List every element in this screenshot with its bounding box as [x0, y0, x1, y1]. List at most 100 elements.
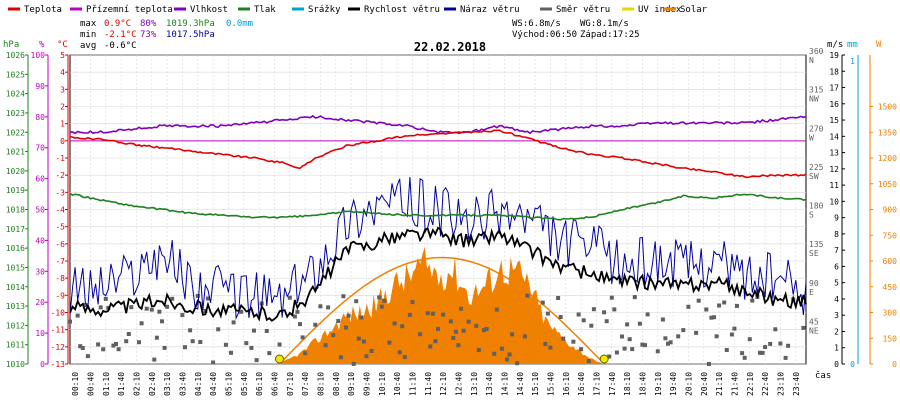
- x-tick-label: 06:40: [270, 372, 279, 396]
- humidity-axis-tick-label: 50: [35, 206, 45, 215]
- temp-axis-tick-label: 0: [60, 137, 65, 146]
- wind-direction-point: [129, 305, 134, 310]
- wind-direction-point: [410, 300, 415, 305]
- pressure-axis-tick-label: 1017: [6, 225, 25, 234]
- x-tick-label: 14:10: [500, 372, 509, 396]
- humidity-axis-tick-label: 20: [35, 298, 45, 307]
- x-tick-label: 13:40: [485, 372, 494, 396]
- stats-max-rain: 0.0mm: [226, 19, 253, 29]
- wind-direction-point: [101, 347, 106, 352]
- wind-direction-point: [323, 343, 328, 348]
- x-tick-label: 13:10: [470, 372, 479, 396]
- wind-direction-point: [103, 296, 108, 301]
- wind-dir-compass-label: NE: [809, 326, 819, 335]
- humidity-line: [69, 114, 807, 135]
- wind-direction-point: [298, 322, 302, 327]
- axes: hPa % °C m/s mm W čas 102610251024102310…: [3, 40, 897, 396]
- temp-axis-tick-label: -9: [55, 291, 65, 300]
- wind-direction-point: [507, 352, 512, 357]
- wind-dir-compass-label: S: [809, 211, 814, 220]
- x-tick-label: 01:40: [117, 372, 126, 396]
- plot-area: [68, 114, 807, 366]
- wind-direction-point: [482, 328, 486, 333]
- wind-direction-point: [211, 360, 216, 365]
- wind-direction-point: [206, 296, 210, 301]
- wind-direction-point: [85, 354, 90, 359]
- wind-direction-point: [579, 347, 584, 352]
- wind-speed-tick-label: 16: [829, 100, 839, 109]
- sunset-marker: [599, 354, 609, 364]
- wind-direction-point: [344, 325, 348, 330]
- wind-speed-tick-label: 3: [834, 311, 839, 320]
- stats-sunrise: Východ:06:50: [512, 30, 577, 40]
- x-tick-label: 15:40: [546, 372, 555, 396]
- wind-direction-point: [326, 305, 331, 310]
- wind-direction-point: [773, 327, 778, 332]
- wind-direction-point: [116, 347, 121, 352]
- wind-speed-tick-label: 5: [834, 279, 839, 288]
- solar-tick-label: 450: [883, 283, 898, 292]
- stats-max-temp: 0.9°C: [104, 19, 131, 29]
- wind-speed-tick-label: 7: [834, 246, 839, 255]
- wind-direction-point: [68, 319, 72, 324]
- wind-direction-point: [229, 350, 233, 355]
- temp-axis-tick-label: -8: [55, 274, 65, 283]
- temp-axis-tick-label: -11: [51, 326, 66, 335]
- legend-label: UV index: [638, 5, 682, 15]
- solar-tick-label: 900: [883, 206, 898, 215]
- x-tick-label: 22:40: [761, 372, 770, 396]
- pressure-axis-tick-label: 1018: [6, 206, 25, 215]
- humidity-axis-tick-label: 80: [35, 113, 45, 122]
- wind-direction-point: [604, 319, 609, 324]
- stats-min-temp: -2.1°C: [104, 30, 137, 40]
- wind-direction-point: [364, 354, 369, 359]
- wind-direction-point: [139, 321, 144, 326]
- legend-label: Tlak: [254, 5, 276, 15]
- wind-direction-point: [152, 357, 157, 362]
- pressure-axis-tick-label: 1022: [6, 128, 25, 137]
- x-tick-label: 04:40: [209, 372, 218, 396]
- wind-direction-point: [430, 311, 435, 316]
- wind-direction-point: [351, 361, 356, 366]
- wind-direction-point: [589, 323, 594, 328]
- wind-direction-point: [576, 312, 581, 317]
- wind-speed-tick-label: 17: [829, 84, 839, 93]
- wind-dir-compass-label: W: [809, 133, 814, 142]
- x-tick-label: 16:10: [562, 372, 571, 396]
- wind-direction-point: [655, 349, 660, 354]
- wind-speed-tick-label: 14: [829, 132, 839, 141]
- x-tick-label: 09:10: [347, 372, 356, 396]
- wind-direction-point: [492, 351, 497, 356]
- stats-sunset: Západ:17:25: [580, 30, 640, 40]
- wind-direction-point: [801, 325, 806, 330]
- wind-direction-point: [558, 315, 563, 319]
- legend: Teplota Přízemní teplota Vlhkost Tlak Srážky…: [8, 5, 708, 15]
- stats-wg: WG:8.1m/s: [580, 19, 629, 29]
- wind-direction-point: [170, 296, 175, 301]
- wind-direction-point: [783, 355, 788, 360]
- wind-direction-point: [459, 306, 463, 311]
- solar-theoretical-line: [278, 256, 605, 365]
- wind-dir-degree-label: 315: [809, 86, 824, 95]
- wind-dir-degree-label: 45: [809, 317, 819, 326]
- temperature-line: [69, 129, 807, 179]
- wind-direction-point: [729, 332, 734, 337]
- wind-direction-point: [336, 319, 341, 323]
- wind-direction-point: [630, 347, 635, 352]
- wind-direction-point: [382, 298, 387, 303]
- temp-axis-tick-label: -2: [55, 171, 65, 180]
- wind-direction-point: [78, 344, 83, 349]
- x-tick-label: 03:10: [163, 372, 172, 396]
- wind-direction-point: [609, 295, 614, 300]
- x-tick-label: 10:10: [378, 372, 387, 396]
- pressure-axis-tick-label: 1012: [6, 321, 25, 330]
- wind-speed-tick-label: 6: [834, 262, 839, 271]
- wind-direction-point: [637, 321, 642, 326]
- solar-tick-label: 150: [883, 334, 898, 343]
- wind-direction-point: [543, 342, 548, 347]
- wind-direction-point: [188, 328, 193, 333]
- unit-mm: mm: [847, 40, 858, 50]
- x-tick-label: 07:10: [286, 372, 295, 396]
- wind-direction-point: [686, 304, 691, 309]
- wind-direction-point: [387, 340, 392, 345]
